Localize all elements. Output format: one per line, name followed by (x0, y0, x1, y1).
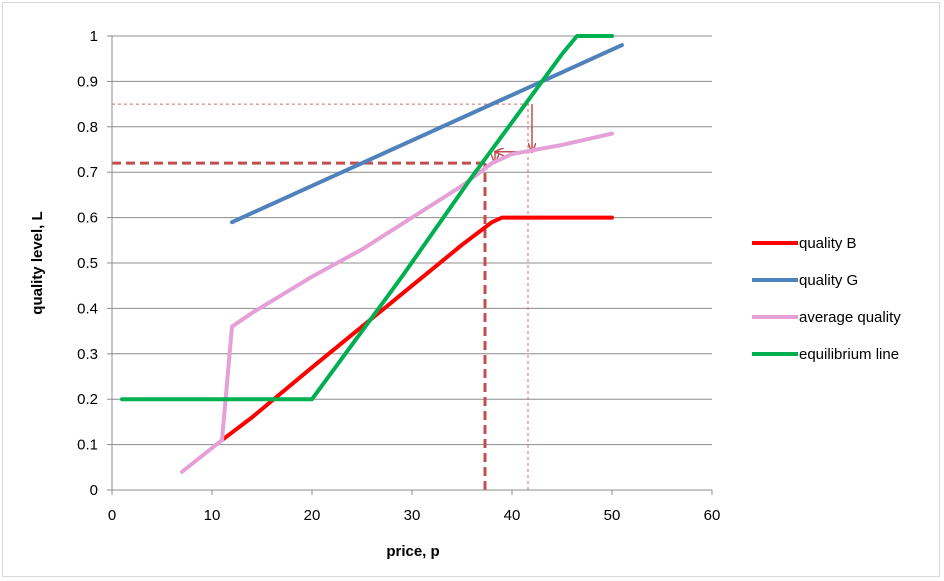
y-tick-label: 0.6 (77, 210, 98, 227)
x-tick-label: 50 (604, 507, 621, 524)
guide-lines (112, 103, 532, 490)
legend-label-equilibrium-line: equilibrium line (799, 346, 899, 363)
legend-label-average-quality: average quality (799, 309, 901, 326)
y-tick-label: 0.4 (77, 300, 98, 317)
legend-label-quality-b: quality B (799, 235, 857, 252)
x-tick-label: 60 (704, 507, 721, 524)
y-tick-label: 0.3 (77, 346, 98, 363)
series-line-quality-g (230, 43, 624, 225)
y-tick-label: 0.9 (77, 73, 98, 90)
y-tick-label: 0.1 (77, 437, 98, 454)
x-tick-label: 20 (304, 507, 321, 524)
x-axis-title: price, p (386, 543, 439, 560)
y-axis-title: quality level, L (29, 211, 46, 314)
series-line-equilibrium-line (120, 34, 614, 402)
gridlines (112, 35, 712, 446)
series-line-quality-b (220, 215, 614, 443)
series-line-average-quality (180, 131, 614, 474)
legend-label-quality-g: quality G (799, 272, 858, 289)
y-tick-label: 0.2 (77, 391, 98, 408)
x-tick-label: 40 (504, 507, 521, 524)
x-tick-label: 10 (204, 507, 221, 524)
y-tick-label: 0 (90, 482, 98, 499)
tick-labels: 00.10.20.30.40.50.60.70.80.910 10 20 30 40 50… (77, 28, 720, 524)
axes (107, 35, 713, 495)
legend: quality B quality G average quality equilib… (752, 235, 901, 363)
y-tick-label: 1 (90, 28, 98, 45)
series-lines (120, 34, 624, 474)
y-tick-label: 0.5 (77, 255, 98, 272)
y-tick-label: 0.8 (77, 119, 98, 136)
x-tick-label: 30 (404, 507, 421, 524)
y-tick-label: 0.7 (77, 164, 98, 181)
x-tick-label: 0 (108, 507, 116, 524)
